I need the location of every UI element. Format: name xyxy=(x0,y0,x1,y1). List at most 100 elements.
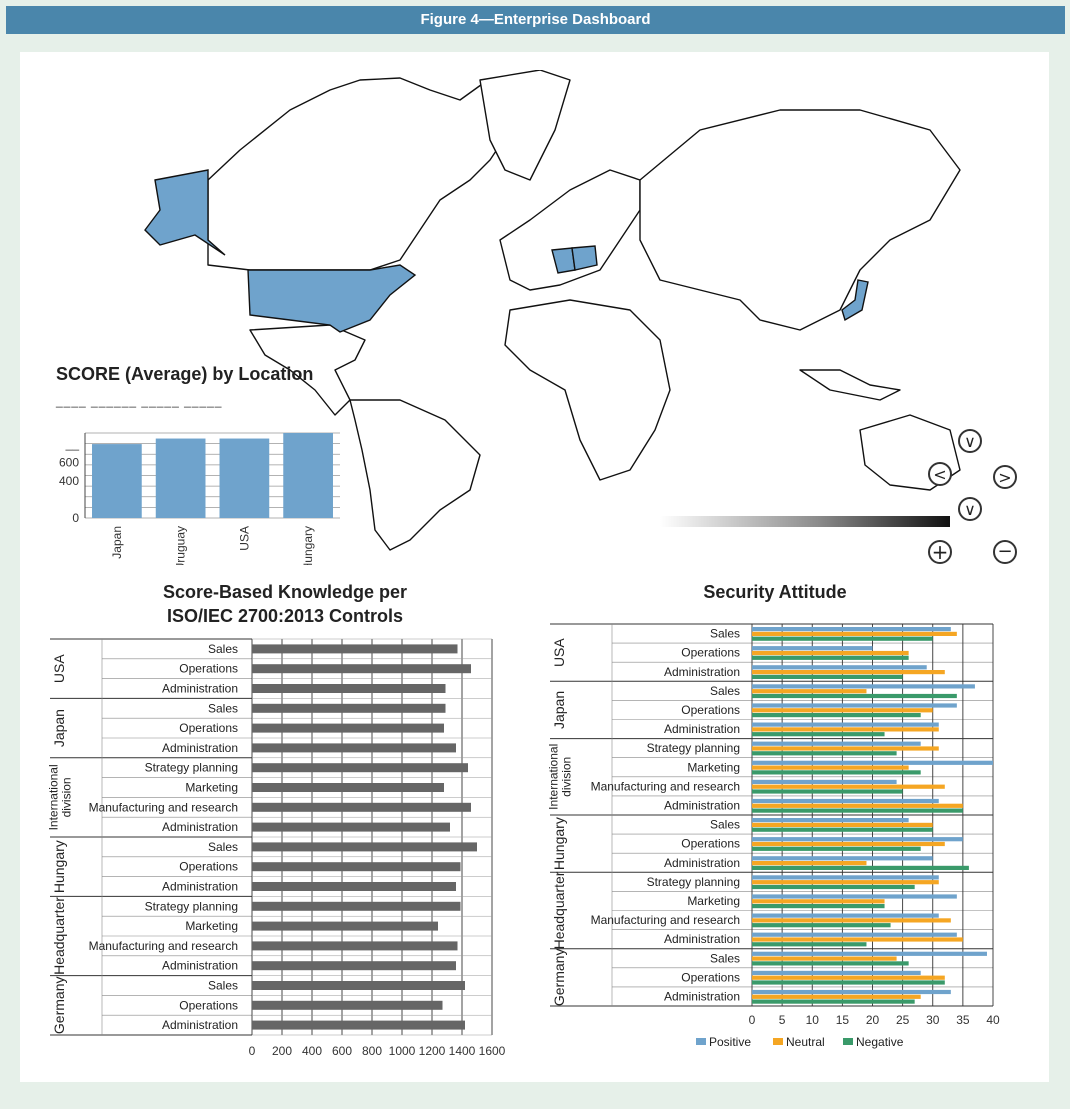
knowledge-row-label: Manufacturing and research xyxy=(89,800,238,814)
security-bar-neutral xyxy=(752,880,939,885)
knowledge-bar xyxy=(252,743,456,753)
knowledge-x-tick: 1200 xyxy=(419,1044,446,1058)
knowledge-row-label: Administration xyxy=(162,820,238,834)
knowledge-row-label: Administration xyxy=(162,1018,238,1032)
knowledge-row-label: Sales xyxy=(208,701,238,715)
score-by-location-chart: 0 400 600 __ Japan Uruguay USA Hungary xyxy=(59,432,340,565)
security-row-label: Sales xyxy=(710,951,740,965)
score-bar xyxy=(219,438,270,518)
security-bar-negative xyxy=(752,713,921,718)
knowledge-x-tick: 1600 xyxy=(479,1044,506,1058)
security-bar-neutral xyxy=(752,784,945,789)
security-bar-positive xyxy=(752,856,933,861)
security-x-tick: 20 xyxy=(866,1013,880,1027)
knowledge-bar xyxy=(252,723,444,733)
legend-label-positive: Positive xyxy=(709,1035,751,1049)
knowledge-row-label: Administration xyxy=(162,741,238,755)
security-bar-negative xyxy=(752,923,891,928)
score-chart-subtitle: ____ ______ _____ _____ xyxy=(56,394,223,408)
security-row-label: Administration xyxy=(664,989,740,1003)
score-bar xyxy=(283,433,333,518)
security-bar-neutral xyxy=(752,975,945,980)
knowledge-row-label: Manufacturing and research xyxy=(89,939,238,953)
knowledge-group-label: International xyxy=(47,764,61,830)
security-bar-negative xyxy=(752,846,921,851)
security-row-label: Sales xyxy=(710,818,740,832)
security-x-tick: 25 xyxy=(896,1013,910,1027)
security-row-label: Manufacturing and research xyxy=(591,913,740,927)
security-attitude-chart: USA Japan International division HungaryHead… xyxy=(547,623,1000,1049)
security-bar-neutral xyxy=(752,803,963,808)
score-x-tick: USA xyxy=(237,526,251,551)
knowledge-bar xyxy=(252,644,458,654)
pan-up-button[interactable]: ∨ xyxy=(958,429,982,453)
knowledge-bar xyxy=(252,763,468,773)
security-bar-neutral xyxy=(752,650,909,656)
knowledge-row-label: Strategy planning xyxy=(145,899,238,913)
score-bar xyxy=(155,438,206,518)
knowledge-bar xyxy=(252,703,446,713)
knowledge-row-label: Sales xyxy=(208,642,238,656)
security-bar-positive xyxy=(752,627,951,632)
security-bar-neutral xyxy=(752,841,945,847)
score-y-tick: 0 xyxy=(72,511,79,525)
security-bar-positive xyxy=(752,837,963,842)
knowledge-row-label: Sales xyxy=(208,979,238,993)
knowledge-bar xyxy=(252,822,450,832)
security-bar-neutral xyxy=(752,727,939,732)
knowledge-group-label: Hungary xyxy=(51,840,67,893)
security-bar-neutral xyxy=(752,689,867,694)
knowledge-bar xyxy=(252,981,465,990)
security-bar-positive xyxy=(752,970,921,975)
security-x-tick: 35 xyxy=(956,1013,970,1027)
security-bar-positive xyxy=(752,722,939,727)
security-row-label: Administration xyxy=(664,798,740,812)
security-bar-neutral xyxy=(752,631,957,636)
map-south-america xyxy=(349,399,481,551)
security-bar-positive xyxy=(752,779,897,784)
knowledge-row-label: Administration xyxy=(162,959,238,973)
security-bar-neutral xyxy=(752,746,939,751)
pan-down-button[interactable]: ∨ xyxy=(958,497,982,521)
security-group-label: division xyxy=(560,757,574,797)
security-row-label: Manufacturing and research xyxy=(591,779,740,793)
score-y-tick: __ xyxy=(65,437,80,451)
map-poland xyxy=(571,245,598,271)
security-bar-positive xyxy=(752,684,975,689)
security-bar-negative xyxy=(752,636,933,641)
map-africa xyxy=(504,299,671,481)
security-row-label: Operations xyxy=(681,970,740,984)
knowledge-x-tick: 200 xyxy=(272,1044,292,1058)
security-bar-positive xyxy=(752,875,939,880)
knowledge-x-tick: 1000 xyxy=(389,1044,416,1058)
knowledge-x-tick: 600 xyxy=(332,1044,352,1058)
knowledge-row-label: Operations xyxy=(179,998,238,1012)
security-bar-neutral xyxy=(752,937,963,942)
zoom-out-button[interactable]: − xyxy=(993,540,1017,564)
security-chart-title: Security Attitude xyxy=(703,582,847,602)
security-bar-positive xyxy=(752,932,957,937)
security-row-label: Operations xyxy=(681,646,740,660)
knowledge-bar xyxy=(252,664,471,674)
knowledge-row-label: Administration xyxy=(162,880,238,894)
security-bar-negative xyxy=(752,827,933,832)
security-bar-neutral xyxy=(752,822,933,827)
security-bar-negative xyxy=(752,674,903,679)
security-bar-positive xyxy=(752,760,993,765)
map-alaska xyxy=(144,169,226,256)
security-bar-negative xyxy=(752,751,897,756)
zoom-in-button[interactable]: + xyxy=(928,540,952,564)
knowledge-chart: USA Japan International division Hungary Head… xyxy=(47,638,506,1058)
pan-left-button[interactable]: < xyxy=(928,462,952,486)
security-bar-negative xyxy=(752,789,903,794)
security-row-label: Operations xyxy=(681,703,740,717)
security-x-tick: 40 xyxy=(986,1013,1000,1027)
security-group-label: Germany xyxy=(551,949,567,1007)
security-bar-negative xyxy=(752,999,915,1004)
security-bar-negative xyxy=(752,884,915,890)
pan-right-button[interactable]: > xyxy=(993,465,1017,489)
security-bar-positive xyxy=(752,665,927,670)
knowledge-bar xyxy=(252,961,456,971)
security-bar-positive xyxy=(752,913,939,918)
security-row-label: Administration xyxy=(664,932,740,946)
